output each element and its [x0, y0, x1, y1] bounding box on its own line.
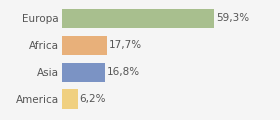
Bar [62, 63, 105, 82]
Text: 16,8%: 16,8% [107, 67, 140, 77]
Text: 6,2%: 6,2% [80, 94, 106, 104]
Bar [62, 9, 214, 28]
Text: 17,7%: 17,7% [109, 40, 142, 50]
Text: 59,3%: 59,3% [216, 13, 249, 23]
Bar [62, 90, 78, 109]
Bar [62, 36, 107, 55]
